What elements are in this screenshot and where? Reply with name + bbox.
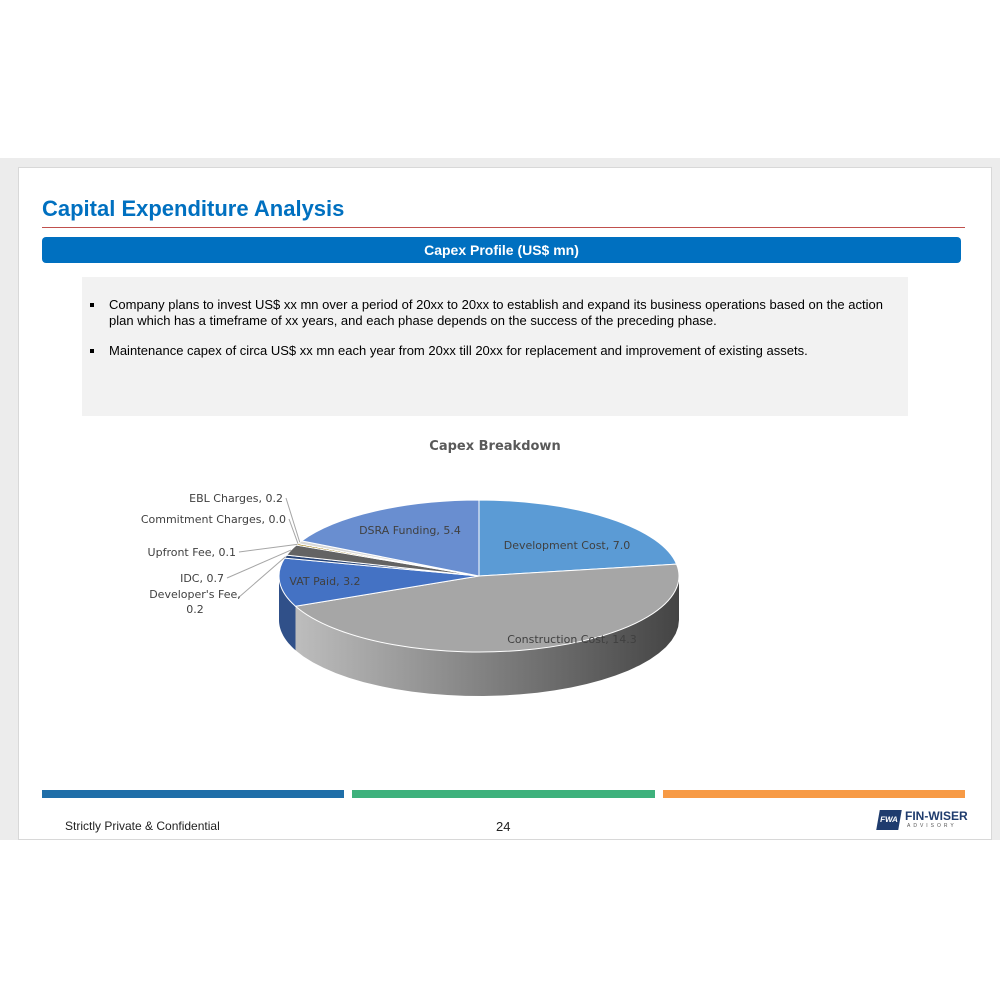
label-value: 14.3 (612, 633, 637, 646)
data-label: DSRA Funding, 5.4 (359, 524, 461, 537)
slice (278, 557, 480, 607)
data-label: Construction Cost, 14.3 (507, 633, 637, 646)
leader-line (238, 543, 298, 553)
label-category: Commitment Charges (141, 513, 262, 526)
page-number: 24 (496, 819, 511, 834)
data-label: Developer's Fee, 0.2 (149, 588, 241, 616)
confidential: Strictly Private & Confidential (65, 819, 220, 833)
text-box: Company plans to invest US$ xx mn over a… (82, 277, 908, 416)
label-category: Construction Cost (507, 633, 606, 646)
bullet: Company plans to invest US$ xx mn over a… (105, 297, 908, 329)
label-category: IDC (180, 572, 200, 585)
label-value: 0.2 (186, 603, 204, 616)
leader-line (288, 518, 299, 544)
label-value: 7.0 (613, 539, 631, 552)
label-value: 0.0 (269, 513, 287, 526)
slide-title: Capital Expenditure Analysis (42, 196, 345, 221)
logo-sub: ADVISORY (907, 823, 957, 829)
slice-side (279, 576, 296, 651)
data-label: EBL Charges, 0.2 (189, 492, 283, 505)
logo: FIN-WISER (905, 809, 968, 823)
data-label: Upfront Fee, 0.1 (148, 546, 236, 559)
label-value: 5.4 (443, 524, 461, 537)
label-category: EBL Charges (189, 492, 259, 505)
slice (300, 499, 480, 577)
footer-bar (42, 790, 344, 798)
data-label: IDC, 0.7 (180, 572, 224, 585)
slice-side (295, 576, 679, 696)
data-label: Development Cost, 7.0 (504, 539, 631, 552)
label-category: DSRA Funding (359, 524, 436, 537)
title-rule (42, 227, 965, 228)
leader-line (226, 549, 292, 579)
slice (294, 563, 680, 653)
footer-bar (352, 790, 655, 798)
label-value: 0.7 (207, 572, 225, 585)
leader-line (237, 556, 286, 599)
leader-line (285, 497, 301, 543)
label-category: Developer's Fee (149, 588, 237, 601)
label-category: Upfront Fee (148, 546, 212, 559)
banner: Capex Profile (US$ mn) (42, 237, 961, 263)
label-category: Development Cost (504, 539, 607, 552)
bullet: Maintenance capex of circa US$ xx mn eac… (105, 343, 908, 359)
slice (478, 499, 678, 577)
footer-bar (663, 790, 965, 798)
label-value: 3.2 (343, 575, 361, 588)
data-label: VAT Paid, 3.2 (289, 575, 360, 588)
label-value: 0.2 (266, 492, 284, 505)
data-label: Commitment Charges, 0.0 (141, 513, 286, 526)
chart-title: Capex Breakdown (429, 439, 560, 454)
label-value: 0.1 (219, 546, 237, 559)
label-category: VAT Paid (289, 575, 336, 588)
